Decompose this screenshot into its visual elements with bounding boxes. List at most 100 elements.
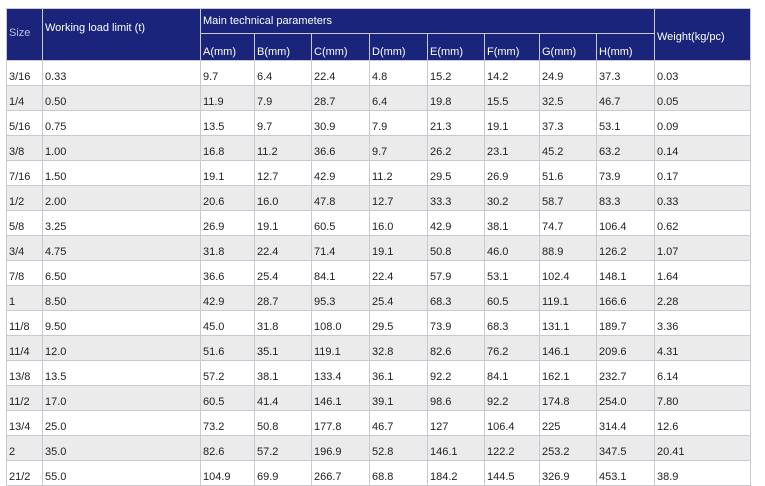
f-cell: 144.5 bbox=[484, 460, 540, 486]
table-row: 7/8 6.50 36.6 25.4 84.1 22.4 57.9 53.1 102.4 148.… bbox=[6, 260, 751, 286]
a-cell: 11.9 bbox=[200, 85, 255, 111]
e-cell: 19.8 bbox=[427, 85, 485, 111]
wll-cell: 0.33 bbox=[42, 60, 201, 86]
e-cell: 15.2 bbox=[427, 60, 485, 86]
weight-cell: 1.64 bbox=[654, 260, 751, 286]
wll-cell: 17.0 bbox=[42, 385, 201, 411]
g-cell: 32.5 bbox=[539, 85, 597, 111]
g-cell: 24.9 bbox=[539, 60, 597, 86]
wll-cell: 25.0 bbox=[42, 410, 201, 436]
table-row: 21/2 55.0 104.9 69.9 266.7 68.8 184.2 144.5 326.… bbox=[6, 460, 751, 486]
c-cell: 177.8 bbox=[311, 410, 370, 436]
table-row: 2 35.0 82.6 57.2 196.9 52.8 146.1 122.2 253.2 347… bbox=[6, 435, 751, 461]
a-cell: 20.6 bbox=[200, 185, 255, 211]
g-cell: 326.9 bbox=[539, 460, 597, 486]
h-cell: 63.2 bbox=[596, 135, 655, 161]
h-cell: 254.0 bbox=[596, 385, 655, 411]
a-cell: 57.2 bbox=[200, 360, 255, 386]
weight-cell: 6.14 bbox=[654, 360, 751, 386]
size-cell: 13/4 bbox=[6, 410, 43, 436]
d-cell: 22.4 bbox=[369, 260, 428, 286]
f-cell: 14.2 bbox=[484, 60, 540, 86]
table-row: 11/4 12.0 51.6 35.1 119.1 32.8 82.6 76.2 146.1 20… bbox=[6, 335, 751, 361]
table-row: 3/8 1.00 16.8 11.2 36.6 9.7 26.2 23.1 45.2 63.2 0.… bbox=[6, 135, 751, 161]
g-cell: 58.7 bbox=[539, 185, 597, 211]
a-cell: 42.9 bbox=[200, 285, 255, 311]
d-cell: 52.8 bbox=[369, 435, 428, 461]
g-cell: 88.9 bbox=[539, 235, 597, 261]
g-cell: 225 bbox=[539, 410, 597, 436]
c-cell: 28.7 bbox=[311, 85, 370, 111]
b-cell: 16.0 bbox=[254, 185, 312, 211]
a-cell: 36.6 bbox=[200, 260, 255, 286]
f-cell: 68.3 bbox=[484, 310, 540, 336]
b-cell: 41.4 bbox=[254, 385, 312, 411]
h-cell: 209.6 bbox=[596, 335, 655, 361]
wll-cell: 2.00 bbox=[42, 185, 201, 211]
wll-cell: 55.0 bbox=[42, 460, 201, 486]
d-cell: 19.1 bbox=[369, 235, 428, 261]
b-cell: 38.1 bbox=[254, 360, 312, 386]
e-cell: 146.1 bbox=[427, 435, 485, 461]
table-body: 3/16 0.33 9.7 6.4 22.4 4.8 15.2 14.2 24.9 37.3 0.0… bbox=[6, 60, 751, 486]
dim-a-header: A(mm) bbox=[200, 33, 255, 61]
a-cell: 45.0 bbox=[200, 310, 255, 336]
b-cell: 12.7 bbox=[254, 160, 312, 186]
f-cell: 60.5 bbox=[484, 285, 540, 311]
g-cell: 131.1 bbox=[539, 310, 597, 336]
b-cell: 6.4 bbox=[254, 60, 312, 86]
wll-cell: 13.5 bbox=[42, 360, 201, 386]
b-cell: 31.8 bbox=[254, 310, 312, 336]
h-cell: 347.5 bbox=[596, 435, 655, 461]
d-cell: 46.7 bbox=[369, 410, 428, 436]
b-cell: 69.9 bbox=[254, 460, 312, 486]
size-cell: 11/4 bbox=[6, 335, 43, 361]
b-cell: 50.8 bbox=[254, 410, 312, 436]
wll-cell: 1.50 bbox=[42, 160, 201, 186]
weight-cell: 0.62 bbox=[654, 210, 751, 236]
e-cell: 57.9 bbox=[427, 260, 485, 286]
f-cell: 38.1 bbox=[484, 210, 540, 236]
technical-parameters-table: Size Working load limit (t) Main technic… bbox=[6, 8, 751, 486]
d-cell: 29.5 bbox=[369, 310, 428, 336]
table-row: 1/2 2.00 20.6 16.0 47.8 12.7 33.3 30.2 58.7 83.3 0… bbox=[6, 185, 751, 211]
c-cell: 108.0 bbox=[311, 310, 370, 336]
a-cell: 16.8 bbox=[200, 135, 255, 161]
h-cell: 46.7 bbox=[596, 85, 655, 111]
weight-cell: 20.41 bbox=[654, 435, 751, 461]
weight-cell: 7.80 bbox=[654, 385, 751, 411]
main-parameters-header: Main technical parameters bbox=[200, 8, 655, 34]
weight-cell: 0.09 bbox=[654, 110, 751, 136]
e-cell: 42.9 bbox=[427, 210, 485, 236]
wll-cell: 8.50 bbox=[42, 285, 201, 311]
c-cell: 133.4 bbox=[311, 360, 370, 386]
size-cell: 1 bbox=[6, 285, 43, 311]
size-cell: 3/8 bbox=[6, 135, 43, 161]
h-cell: 314.4 bbox=[596, 410, 655, 436]
g-cell: 51.6 bbox=[539, 160, 597, 186]
d-cell: 7.9 bbox=[369, 110, 428, 136]
size-cell: 5/16 bbox=[6, 110, 43, 136]
f-cell: 23.1 bbox=[484, 135, 540, 161]
g-cell: 174.8 bbox=[539, 385, 597, 411]
f-cell: 76.2 bbox=[484, 335, 540, 361]
weight-cell: 0.05 bbox=[654, 85, 751, 111]
weight-cell: 0.14 bbox=[654, 135, 751, 161]
f-cell: 92.2 bbox=[484, 385, 540, 411]
d-cell: 4.8 bbox=[369, 60, 428, 86]
f-cell: 106.4 bbox=[484, 410, 540, 436]
d-cell: 39.1 bbox=[369, 385, 428, 411]
size-cell: 1/2 bbox=[6, 185, 43, 211]
h-cell: 106.4 bbox=[596, 210, 655, 236]
f-cell: 46.0 bbox=[484, 235, 540, 261]
f-cell: 30.2 bbox=[484, 185, 540, 211]
f-cell: 15.5 bbox=[484, 85, 540, 111]
g-cell: 119.1 bbox=[539, 285, 597, 311]
c-cell: 42.9 bbox=[311, 160, 370, 186]
dim-e-header: E(mm) bbox=[427, 33, 485, 61]
size-cell: 7/8 bbox=[6, 260, 43, 286]
e-cell: 68.3 bbox=[427, 285, 485, 311]
g-cell: 37.3 bbox=[539, 110, 597, 136]
dim-b-header: B(mm) bbox=[254, 33, 312, 61]
table-row: 11/2 17.0 60.5 41.4 146.1 39.1 98.6 92.2 174.8 25… bbox=[6, 385, 751, 411]
